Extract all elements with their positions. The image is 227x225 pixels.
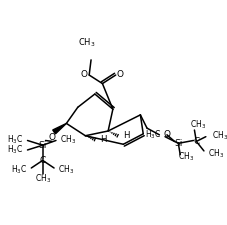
Text: CH$_3$: CH$_3$ [59,133,76,146]
Text: Si: Si [38,141,47,150]
Text: H$_3$C: H$_3$C [11,164,27,176]
Text: O: O [48,133,55,142]
Text: Si: Si [173,139,182,148]
Polygon shape [52,123,66,134]
Text: H$_3$C: H$_3$C [7,144,24,156]
Text: H: H [100,135,106,144]
Text: CH$_3$: CH$_3$ [177,150,193,163]
Text: CH$_3$: CH$_3$ [207,148,223,160]
Text: H$_3$C: H$_3$C [7,133,24,146]
Text: C: C [192,137,199,146]
Text: CH$_3$: CH$_3$ [211,130,227,142]
Text: O: O [81,70,88,79]
Text: C: C [39,156,46,165]
Text: H$_3$C: H$_3$C [144,128,160,141]
Text: O: O [163,130,169,139]
Text: CH$_3$: CH$_3$ [189,118,205,130]
Text: CH$_3$: CH$_3$ [35,172,51,185]
Text: CH$_3$: CH$_3$ [78,36,96,49]
Text: H: H [123,131,129,140]
Text: O: O [116,70,123,79]
Text: CH$_3$: CH$_3$ [58,164,74,176]
